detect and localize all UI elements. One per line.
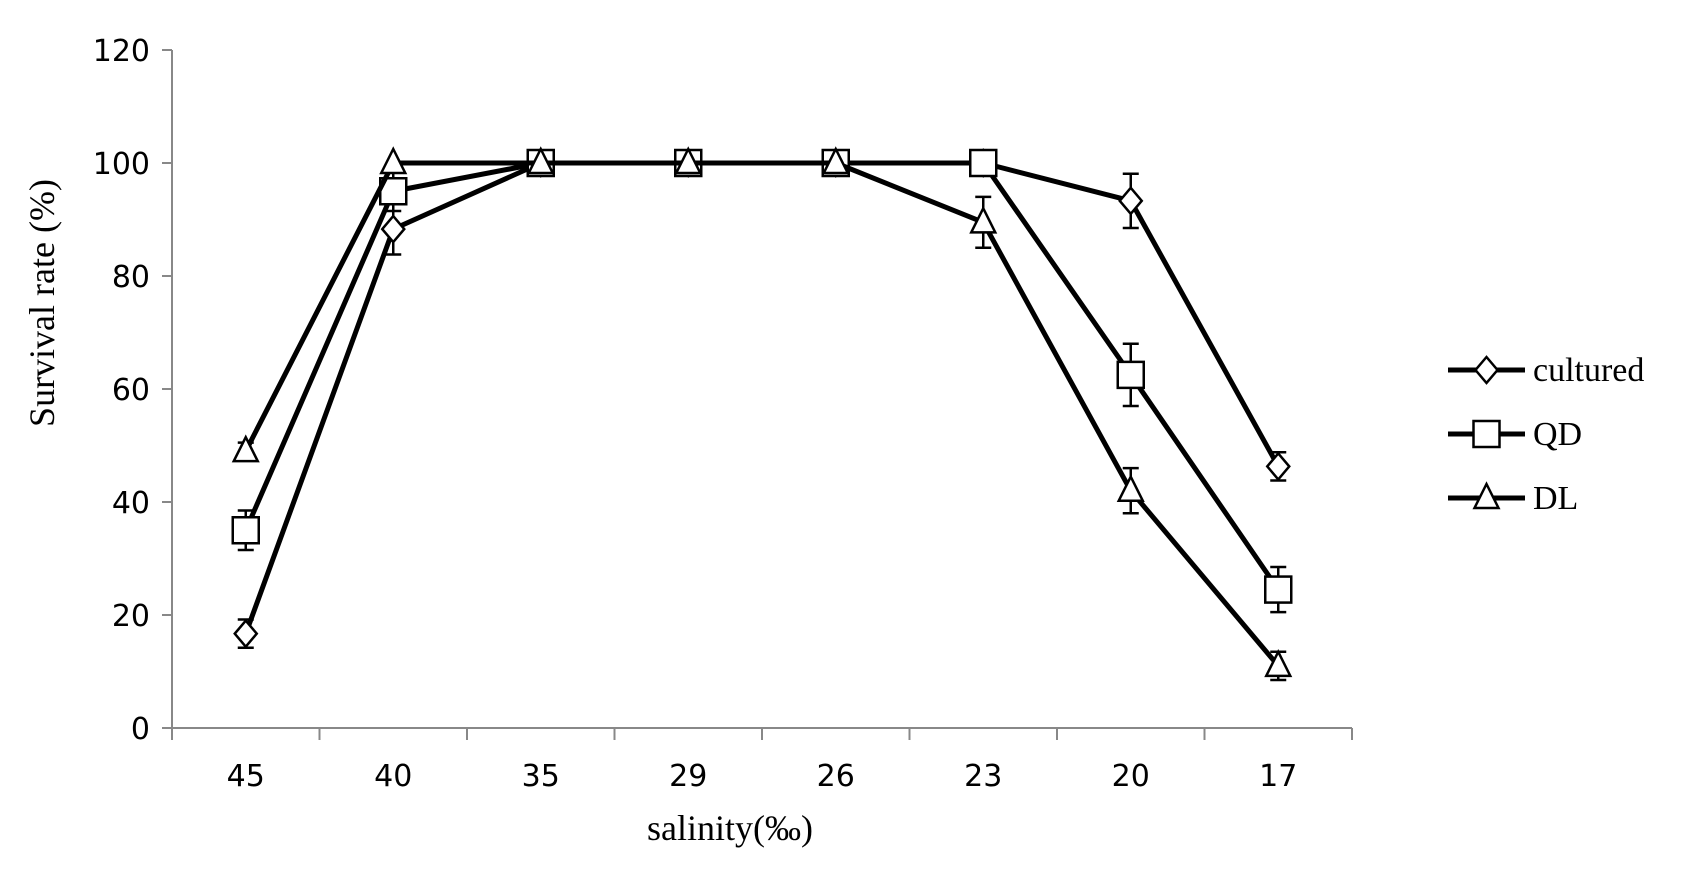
data-point-DL bbox=[969, 205, 998, 234]
data-point-QD bbox=[1116, 360, 1145, 390]
series-line-DL bbox=[243, 160, 1281, 668]
x-tick-label: 17 bbox=[1259, 759, 1297, 794]
legend-item-DL: DL bbox=[1448, 480, 1578, 517]
legend-label: QD bbox=[1533, 416, 1582, 453]
data-point-cultured bbox=[380, 214, 406, 245]
data-point-DL bbox=[674, 146, 703, 175]
data-point-cultured bbox=[1118, 185, 1144, 216]
data-point-DL bbox=[526, 146, 555, 175]
x-tick-label: 29 bbox=[669, 759, 707, 794]
x-tick-label: 40 bbox=[374, 759, 412, 794]
x-axis-title: salinity(‰) bbox=[647, 808, 813, 848]
series-layer bbox=[231, 146, 1293, 682]
legend: cultured QD DL bbox=[1448, 352, 1644, 517]
axes bbox=[171, 50, 1352, 729]
legend-marker-QD bbox=[1472, 419, 1501, 449]
data-point-QD bbox=[1264, 575, 1293, 604]
y-tick-label: 100 bbox=[93, 147, 150, 182]
y-tick-label: 80 bbox=[112, 260, 150, 295]
data-point-DL bbox=[821, 146, 850, 175]
data-point-cultured bbox=[233, 618, 259, 649]
legend-item-QD: QD bbox=[1448, 416, 1582, 453]
data-point-cultured bbox=[1265, 451, 1291, 482]
y-tick-label: 40 bbox=[112, 486, 150, 521]
series-DL bbox=[231, 146, 1293, 682]
legend-item-cultured: cultured bbox=[1448, 352, 1644, 389]
legend-marker-cultured bbox=[1473, 355, 1500, 385]
y-tick-label: 20 bbox=[112, 599, 150, 634]
data-point-QD bbox=[969, 148, 998, 178]
y-axis-ticks: 0 20 40 60 80 100 120 bbox=[93, 34, 172, 747]
x-tick-label: 20 bbox=[1112, 759, 1150, 794]
data-point-DL bbox=[231, 434, 260, 463]
legend-label: cultured bbox=[1533, 352, 1644, 389]
y-axis-title: Survival rate (%) bbox=[22, 179, 62, 427]
x-tick-label: 26 bbox=[817, 759, 855, 794]
x-tick-label: 45 bbox=[227, 759, 265, 794]
data-point-DL bbox=[1116, 473, 1145, 502]
y-tick-label: 60 bbox=[112, 373, 150, 408]
legend-marker-DL bbox=[1472, 481, 1501, 510]
data-point-DL bbox=[379, 146, 408, 175]
x-tick-label: 35 bbox=[522, 759, 560, 794]
data-point-QD bbox=[231, 516, 260, 545]
x-tick-label: 23 bbox=[964, 759, 1002, 794]
y-tick-label: 0 bbox=[131, 712, 150, 747]
legend-label: DL bbox=[1533, 480, 1578, 517]
data-point-DL bbox=[1264, 649, 1293, 678]
y-tick-label: 120 bbox=[93, 34, 150, 69]
x-axis-ticks: 45 40 35 29 26 23 20 17 bbox=[171, 728, 1353, 794]
